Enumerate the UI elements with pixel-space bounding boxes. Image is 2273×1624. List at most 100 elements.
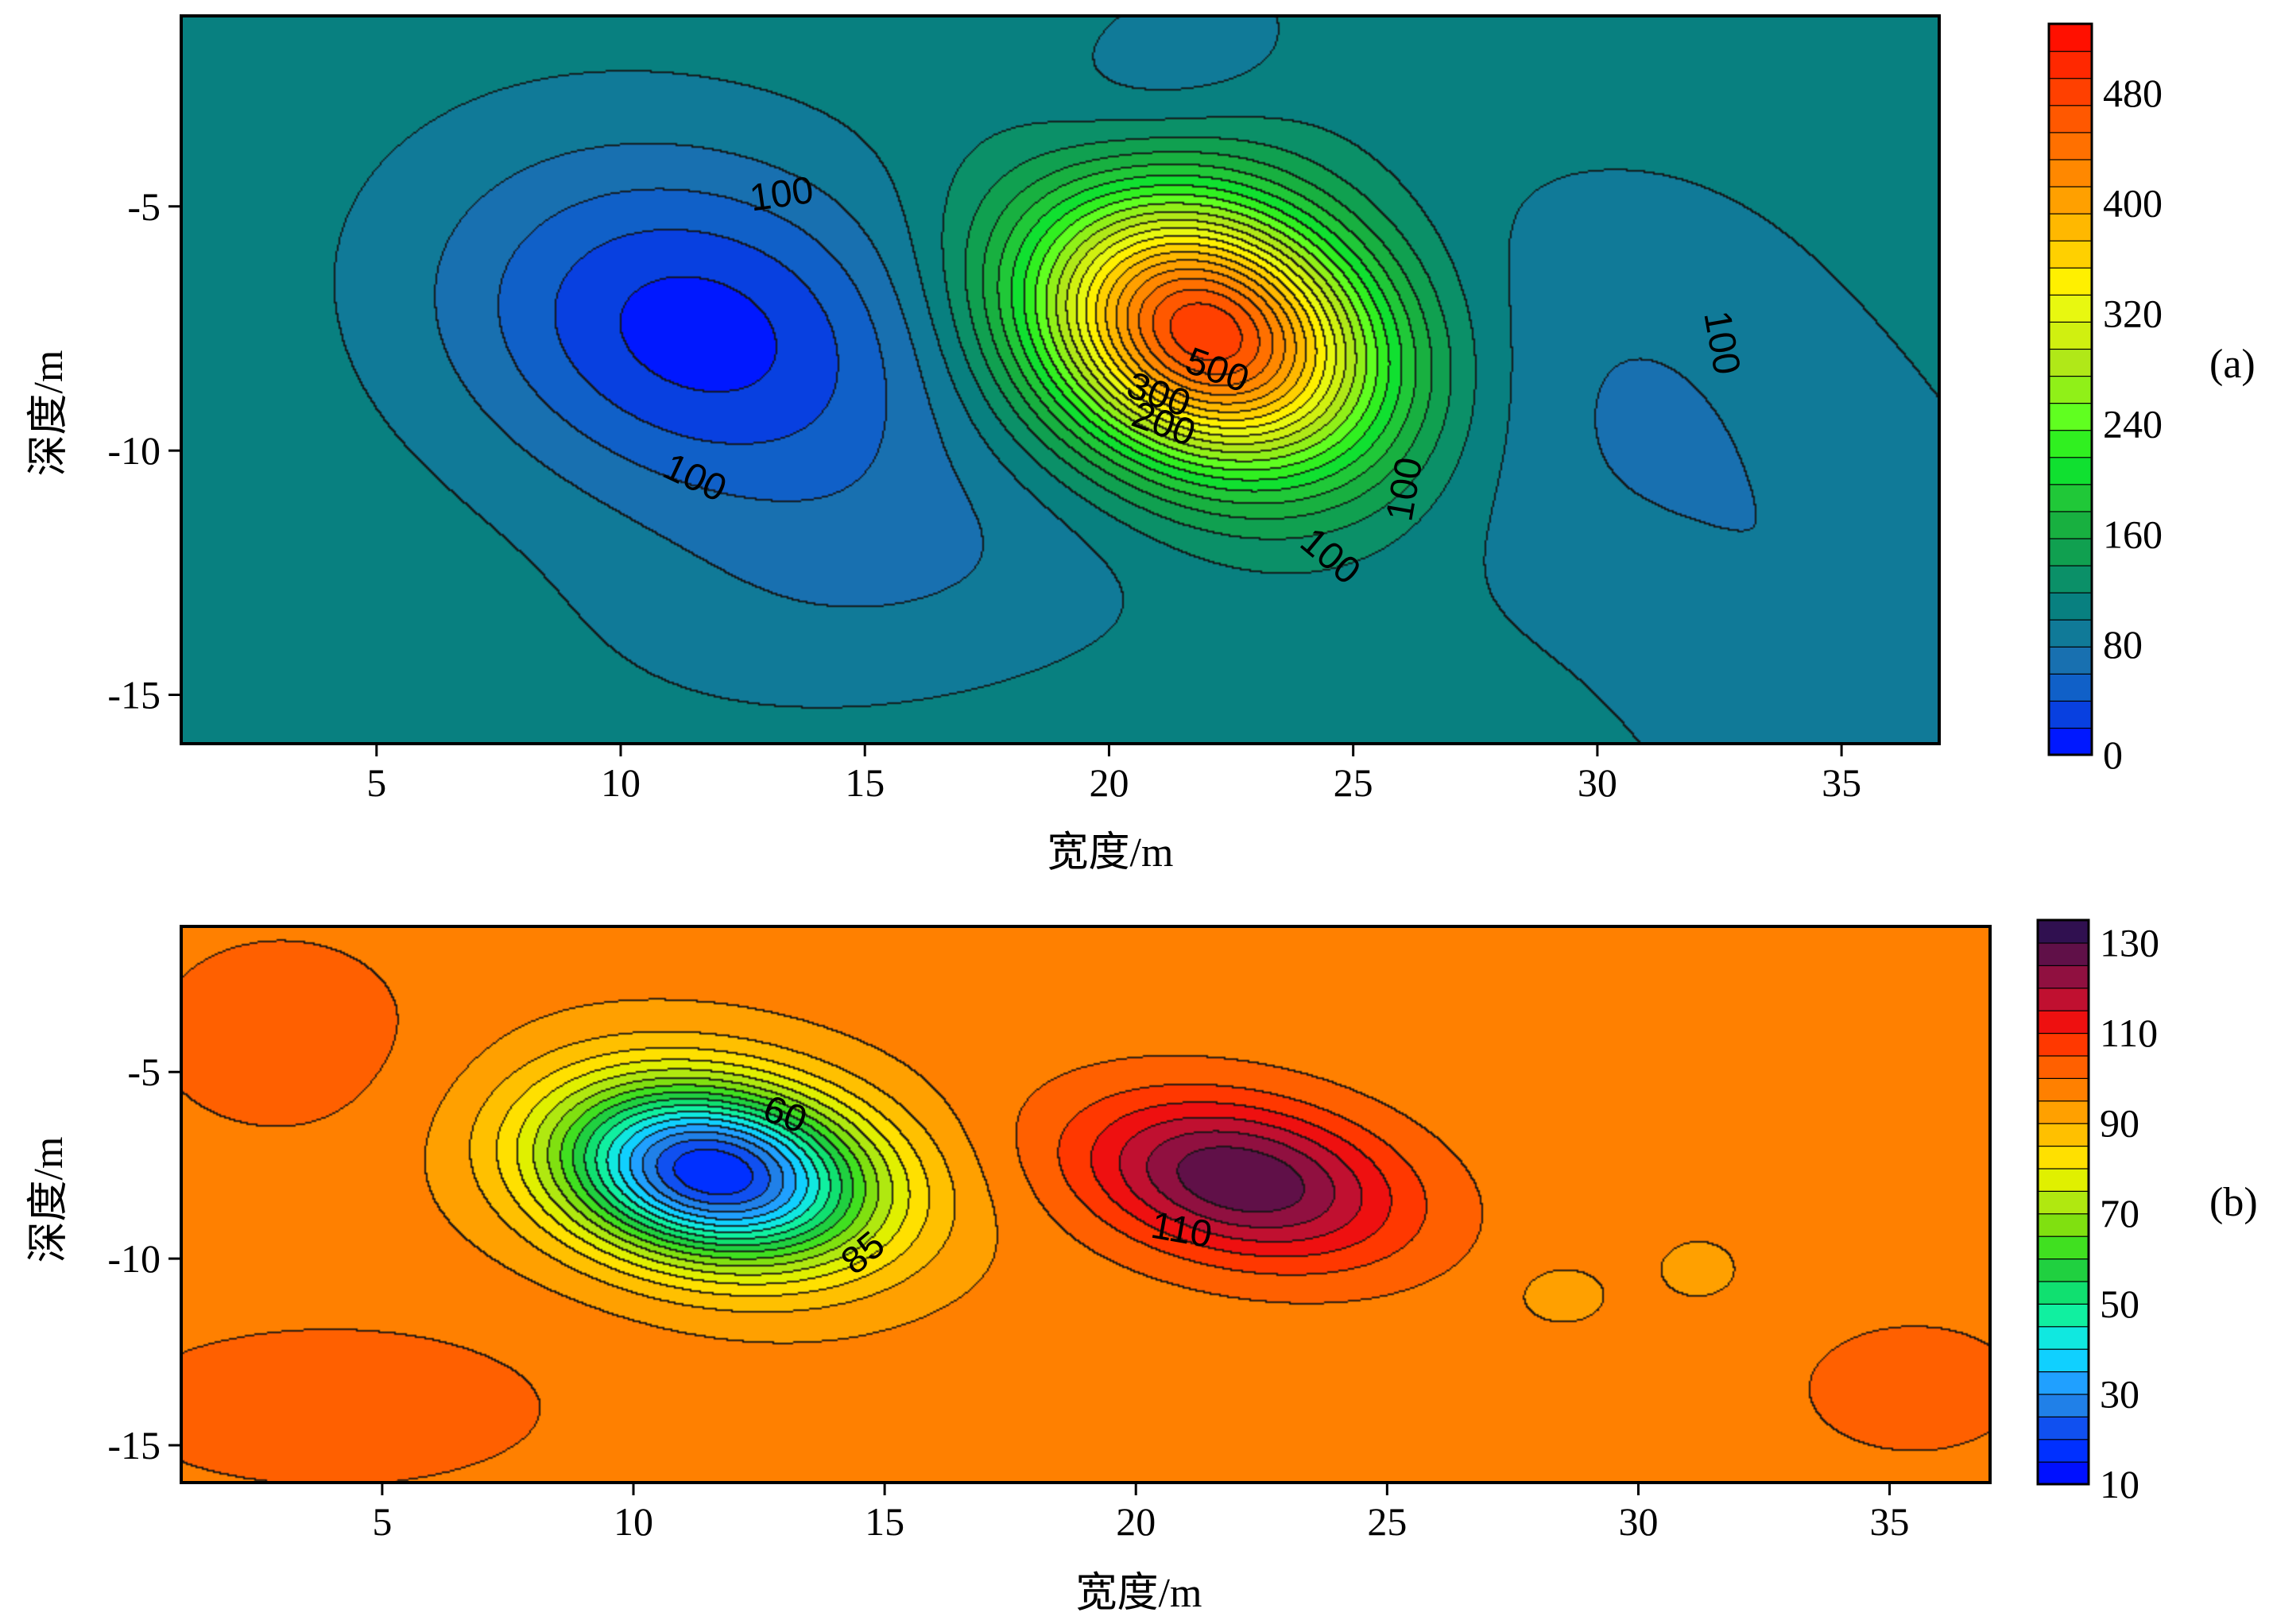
colorbar-swatch xyxy=(2037,1325,2089,1350)
x-tick-label: 20 xyxy=(1116,1499,1156,1544)
colorbar-swatch xyxy=(2037,1190,2089,1215)
colorbar-swatch xyxy=(2048,212,2093,242)
colorbar-swatch xyxy=(2048,510,2093,539)
y-tick-label: -5 xyxy=(127,1050,161,1094)
panel-b-ylabel: 深度/m xyxy=(26,1137,72,1263)
colorbar-swatch xyxy=(2037,965,2089,989)
panel-b-axes: 5 10 15 20 25 30 35 -5 -10 -15 xyxy=(107,925,1992,1544)
colorbar-tick-label: 70 xyxy=(2100,1191,2139,1235)
colorbar-swatch xyxy=(2048,456,2093,485)
colorbar-swatch xyxy=(2048,348,2093,377)
colorbar-swatch xyxy=(2048,646,2093,675)
colorbar-tick-label: 10 xyxy=(2100,1462,2139,1506)
panel-a-axes: 5 10 15 20 25 30 35 -5 -10 -15 xyxy=(107,14,1941,805)
y-tick-label: -10 xyxy=(107,428,161,473)
colorbar-tick-label: 90 xyxy=(2100,1101,2139,1146)
colorbar-swatch xyxy=(2037,1371,2089,1395)
x-tick-label: 15 xyxy=(845,760,885,805)
colorbar-swatch xyxy=(2037,1009,2089,1034)
x-tick-label: 5 xyxy=(372,1499,392,1544)
x-tick-label: 10 xyxy=(601,760,641,805)
colorbar-tick-label: 160 xyxy=(2103,512,2163,556)
colorbar-swatch xyxy=(2048,537,2093,566)
colorbar-tick-label: 320 xyxy=(2103,292,2163,336)
colorbar-tick-label: 110 xyxy=(2100,1011,2158,1055)
colorbar-swatch xyxy=(2037,1100,2089,1124)
colorbar-swatch xyxy=(2037,1167,2089,1193)
x-tick-label: 15 xyxy=(865,1499,904,1544)
colorbar-tick-label: 50 xyxy=(2100,1282,2139,1326)
y-tick-label: -5 xyxy=(127,184,161,229)
colorbar-swatch xyxy=(2037,919,2089,944)
colorbar-swatch xyxy=(2048,619,2093,648)
y-tick-label: -10 xyxy=(107,1236,161,1281)
colorbar-swatch xyxy=(2037,1258,2089,1282)
colorbar-swatch xyxy=(2048,591,2093,621)
colorbar-swatch xyxy=(2037,1235,2089,1260)
colorbar-swatch xyxy=(2037,1303,2089,1328)
colorbar-swatch xyxy=(2048,700,2093,729)
colorbar-swatch xyxy=(2037,1077,2089,1102)
colorbar-swatch xyxy=(2037,1438,2089,1463)
contour-label: 110 xyxy=(1148,1204,1215,1256)
colorbar-swatch xyxy=(2048,483,2093,512)
colorbar-swatch xyxy=(2048,673,2093,702)
colorbar-swatch xyxy=(2048,564,2093,594)
colorbar-swatch xyxy=(2037,1393,2089,1418)
colorbar-swatch xyxy=(2048,23,2093,52)
colorbar-swatch xyxy=(2037,1212,2089,1237)
contour-label: 100 xyxy=(747,169,816,220)
y-tick-label: -15 xyxy=(107,1423,161,1467)
panel-a-ylabel: 深度/m xyxy=(26,350,72,477)
colorbar-swatch xyxy=(2037,987,2089,1011)
colorbar-swatch xyxy=(2048,402,2093,431)
colorbar-swatch xyxy=(2048,239,2093,269)
x-tick-label: 10 xyxy=(614,1499,653,1544)
colorbar-swatch xyxy=(2048,158,2093,188)
colorbar-frame xyxy=(2047,22,2093,756)
colorbar-swatch xyxy=(2048,294,2093,323)
colorbar-swatch xyxy=(2037,1416,2089,1440)
colorbar-swatch xyxy=(2048,50,2093,79)
panel-a-xlabel: 宽度/m xyxy=(1047,830,1174,876)
panel-b-colorbar: 10 30 50 70 90 110 130 xyxy=(2036,918,2159,1506)
colorbar-tick-label: 480 xyxy=(2103,71,2163,115)
panel-b-xlabel: 宽度/m xyxy=(1076,1571,1202,1616)
x-tick-label: 20 xyxy=(1089,760,1129,805)
panel-a-label: (a) xyxy=(2209,342,2256,387)
x-tick-label: 35 xyxy=(1822,760,1861,805)
x-tick-label: 5 xyxy=(366,760,386,805)
x-tick-label: 35 xyxy=(1870,1499,1910,1544)
colorbar-swatch xyxy=(2037,1032,2089,1057)
colorbar-swatch xyxy=(2037,1460,2089,1486)
colorbar-swatch xyxy=(2037,1280,2089,1305)
colorbar-swatch xyxy=(2037,942,2089,967)
colorbar-tick-label: 240 xyxy=(2103,401,2163,446)
colorbar-swatch xyxy=(2048,185,2093,215)
colorbar-swatch xyxy=(2048,104,2093,133)
contour-field xyxy=(181,16,1939,744)
colorbar-swatch xyxy=(2048,131,2093,160)
colorbar-swatch xyxy=(2048,321,2093,350)
colorbar-swatch xyxy=(2037,1054,2089,1080)
plot-frame xyxy=(180,14,1941,745)
x-tick-label: 30 xyxy=(1618,1499,1658,1544)
panel-a-colorbar: 0 80 160 240 320 400 480 xyxy=(2047,22,2163,777)
contour-field xyxy=(181,926,1990,1483)
colorbar-tick-label: 0 xyxy=(2103,733,2123,777)
colorbar-swatch xyxy=(2037,1348,2089,1373)
x-tick-label: 30 xyxy=(1578,760,1617,805)
colorbar-tick-label: 400 xyxy=(2103,181,2163,226)
plot-frame xyxy=(180,925,1992,1484)
colorbar-tick-label: 130 xyxy=(2100,920,2159,965)
colorbar-swatch xyxy=(2048,77,2093,106)
colorbar-tick-label: 80 xyxy=(2103,622,2143,667)
colorbar-swatch xyxy=(2037,1145,2089,1170)
x-tick-label: 25 xyxy=(1367,1499,1407,1544)
panel-b-label: (b) xyxy=(2209,1180,2258,1225)
